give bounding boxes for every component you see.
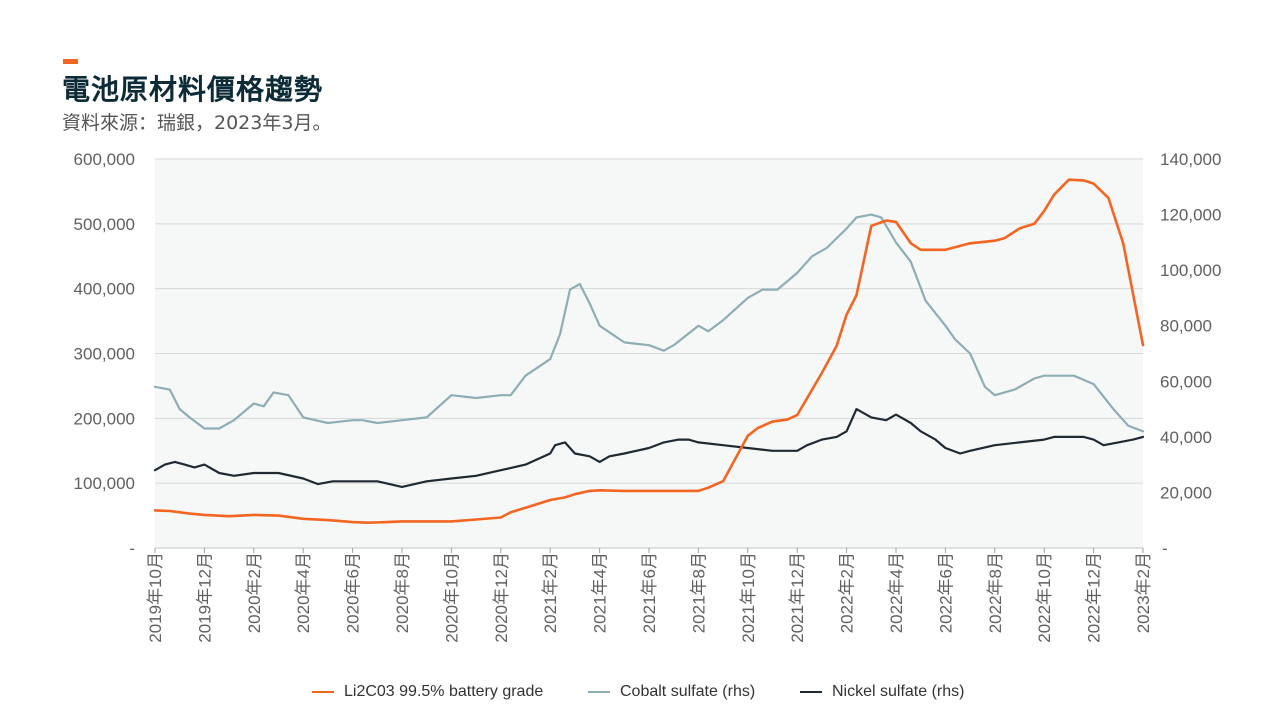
legend-swatch-nickel — [800, 691, 822, 693]
x-tick-label: 2020年12月 — [492, 552, 511, 643]
legend-label-lithium: Li2C03 99.5% battery grade — [344, 683, 544, 700]
x-tick-label: 2021年2月 — [541, 552, 560, 633]
x-tick-label: 2020年2月 — [245, 552, 264, 633]
series-line-nickel — [153, 408, 1145, 488]
y-right-tick-label: 40,000 — [1160, 428, 1212, 447]
x-tick-label: 2021年4月 — [591, 552, 610, 633]
y-right-tick-label: 140,000 — [1160, 150, 1221, 169]
x-tick-label: 2021年8月 — [689, 552, 708, 633]
x-tick-label: 2022年8月 — [986, 552, 1005, 633]
x-tick-label: 2019年12月 — [195, 552, 214, 643]
y-left-tick-label: 100,000 — [74, 474, 135, 493]
x-tick-label: 2021年10月 — [739, 552, 758, 643]
x-tick-label: 2021年6月 — [640, 552, 659, 633]
y-right-tick-label: 80,000 — [1160, 317, 1212, 336]
legend-label-cobalt: Cobalt sulfate (rhs) — [620, 683, 756, 700]
legend-swatch-lithium — [312, 691, 334, 693]
x-tick-label: 2019年10月 — [146, 552, 165, 643]
x-tick-label: 2022年4月 — [887, 552, 906, 633]
y-right-tick-label: 20,000 — [1160, 483, 1212, 502]
y-right-tick-label: 60,000 — [1160, 372, 1212, 391]
x-tick-label: 2020年10月 — [442, 552, 461, 643]
x-tick-label: 2022年12月 — [1085, 552, 1104, 643]
title-accent-bar — [63, 59, 78, 64]
legend-swatch-cobalt — [588, 691, 610, 693]
y-right-tick-label: 120,000 — [1160, 206, 1221, 225]
x-tick-label: 2023年2月 — [1134, 552, 1153, 633]
y-right-tick-label: - — [1162, 539, 1168, 558]
x-tick-label: 2022年6月 — [936, 552, 955, 633]
legend-item-nickel: Nickel sulfate (rhs) — [800, 683, 964, 701]
x-tick-label: 2020年8月 — [393, 552, 412, 633]
y-left-tick-label: 400,000 — [74, 280, 135, 299]
y-left-tick-label: 500,000 — [74, 215, 135, 234]
chart-source-note: 資料來源：瑞銀，2023年3月。 — [62, 112, 332, 134]
x-tick-label: 2022年10月 — [1035, 552, 1054, 643]
legend-label-nickel: Nickel sulfate (rhs) — [832, 683, 965, 700]
series-line-cobalt — [153, 213, 1145, 433]
y-right-tick-label: 100,000 — [1160, 261, 1221, 280]
x-tick-label: 2020年6月 — [344, 552, 363, 633]
y-left-tick-label: - — [129, 539, 135, 558]
x-tick-label: 2021年12月 — [788, 552, 807, 643]
y-left-tick-label: 300,000 — [74, 345, 135, 364]
legend: Li2C03 99.5% battery grade Cobalt sulfat… — [0, 683, 1280, 707]
legend-item-lithium: Li2C03 99.5% battery grade — [312, 683, 543, 701]
legend-item-cobalt: Cobalt sulfate (rhs) — [588, 683, 755, 701]
y-left-tick-label: 200,000 — [74, 409, 135, 428]
series-line-lithium — [153, 178, 1145, 525]
y-left-tick-label: 600,000 — [74, 150, 135, 169]
x-tick-label: 2022年2月 — [838, 552, 857, 633]
x-tick-label: 2020年4月 — [294, 552, 313, 633]
chart-title: 電池原材料價格趨勢 — [62, 73, 324, 106]
